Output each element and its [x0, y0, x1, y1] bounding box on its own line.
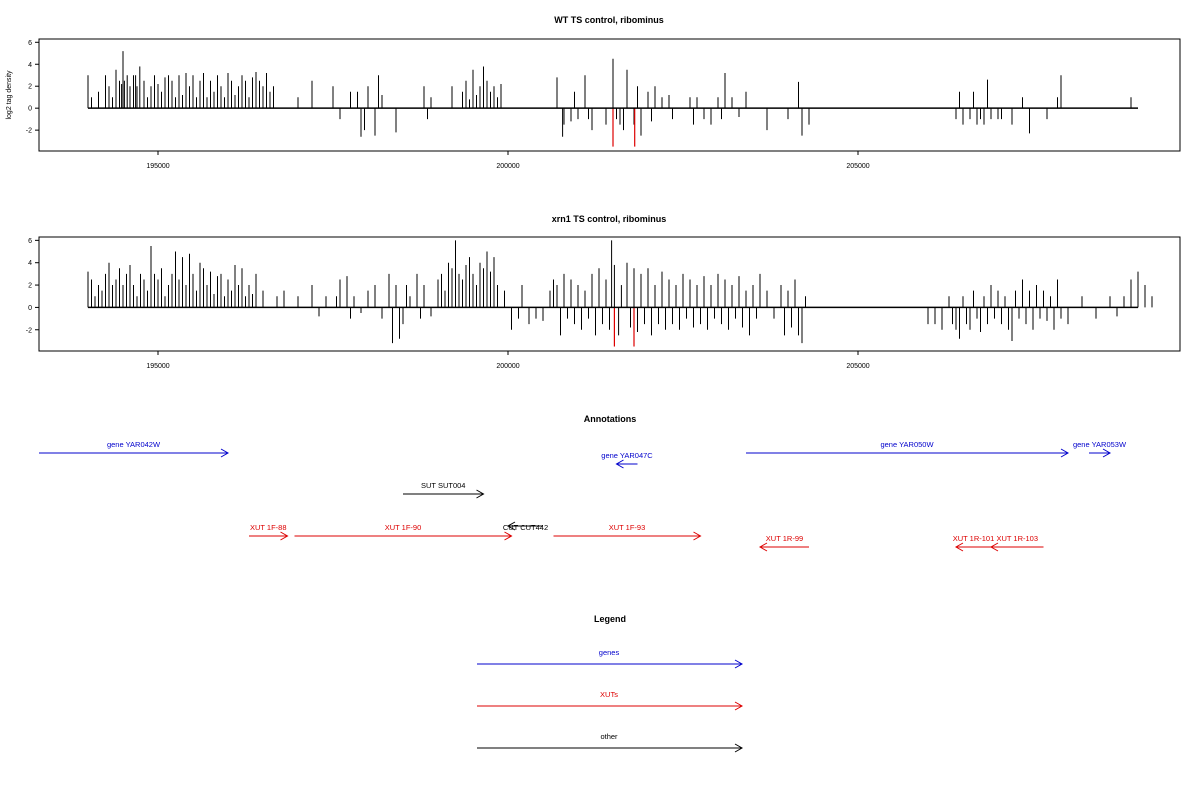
- x-tick-label: 200000: [496, 163, 519, 170]
- feature-arrow: [615, 459, 638, 469]
- feature-arrow: [249, 531, 289, 541]
- xrn1-x-axis: 195000 200000 205000: [146, 351, 870, 370]
- feature-label: XUT 1R-101: [953, 534, 995, 543]
- feature-arrow: [39, 448, 230, 458]
- legend-label: genes: [599, 648, 620, 657]
- legend-panel: Legend genes XUTs other: [477, 614, 744, 753]
- y-tick-label: 0: [28, 106, 32, 113]
- y-tick-label: 4: [28, 260, 32, 267]
- y-tick-label: 4: [28, 62, 32, 69]
- legend-items: genes XUTs other: [477, 648, 744, 753]
- feature-label: XUT 1R-103: [996, 534, 1038, 543]
- x-tick-label: 205000: [846, 363, 869, 370]
- annotation-features: gene YAR042W gene YAR047C gene YAR050W gene…: [39, 440, 1127, 552]
- xrn1-track-title: xrn1 TS control, ribominus: [552, 214, 667, 224]
- arrow-head: [1102, 448, 1112, 458]
- y-axis-label: log2 tag density: [6, 70, 13, 120]
- feature-label: CUT CUT442: [503, 523, 548, 532]
- arrow-head: [734, 659, 744, 669]
- feature-label: XUT 1F-93: [609, 523, 646, 532]
- wt-bars: [87, 51, 1138, 147]
- xrn1-y-axis: -2 0 2 4 6: [26, 238, 39, 334]
- y-tick-label: -2: [26, 327, 32, 334]
- y-tick-label: 6: [28, 40, 32, 47]
- arrow-head: [989, 542, 999, 552]
- legend-arrow: [477, 743, 744, 753]
- arrow-head: [734, 701, 744, 711]
- feature-arrow: [989, 542, 1044, 552]
- feature-label: XUT 1F-90: [385, 523, 422, 532]
- annotations-title: Annotations: [584, 414, 637, 424]
- xrn1-bars: [87, 240, 1153, 347]
- feature-arrow: [403, 489, 485, 499]
- xrn1-track-panel: xrn1 TS control, ribominus -2 0 2 4 6 195000…: [26, 214, 1181, 370]
- x-tick-label: 195000: [146, 363, 169, 370]
- arrow-head: [280, 531, 289, 541]
- feature-arrow: [553, 531, 702, 541]
- feature-label: gene YAR053W: [1073, 440, 1127, 449]
- arrow-head: [476, 489, 485, 499]
- feature-label: XUT 1F-88: [250, 523, 287, 532]
- feature-arrow: [1089, 448, 1112, 458]
- arrow-head: [1060, 448, 1070, 458]
- wt-track-panel: WT TS control, ribominus log2 tag densit…: [6, 15, 1181, 170]
- feature-arrow: [954, 542, 991, 552]
- arrow-head: [615, 459, 624, 469]
- y-tick-label: 0: [28, 305, 32, 312]
- y-tick-label: 2: [28, 84, 32, 91]
- x-tick-label: 195000: [146, 163, 169, 170]
- xrn1-plot-frame: [38, 236, 1181, 352]
- legend-arrow: [477, 659, 744, 669]
- feature-arrow: [506, 521, 543, 531]
- x-tick-label: 205000: [846, 163, 869, 170]
- feature-arrow: [746, 448, 1070, 458]
- y-tick-label: 6: [28, 238, 32, 245]
- legend-label: XUTs: [600, 690, 618, 699]
- feature-label: gene YAR047C: [601, 451, 653, 460]
- feature-label: XUT 1R-99: [766, 534, 803, 543]
- feature-label: gene YAR042W: [107, 440, 161, 449]
- feature-label: gene YAR050W: [880, 440, 934, 449]
- wt-x-axis: 195000 200000 205000: [146, 151, 870, 170]
- arrow-head: [734, 743, 744, 753]
- y-tick-label: -2: [26, 128, 32, 135]
- feature-label: SUT SUT004: [421, 481, 465, 490]
- arrow-head: [693, 531, 702, 541]
- wt-track-title: WT TS control, ribominus: [554, 15, 664, 25]
- arrow-head: [504, 531, 513, 541]
- wt-plot-frame: [38, 38, 1181, 152]
- legend-label: other: [600, 732, 618, 741]
- arrow-head: [954, 542, 964, 552]
- arrow-head: [220, 448, 230, 458]
- wt-y-axis: -2 0 2 4 6: [26, 40, 39, 135]
- feature-arrow: [758, 542, 809, 552]
- arrow-head: [506, 521, 516, 531]
- arrow-head: [758, 542, 768, 552]
- feature-arrow: [294, 531, 513, 541]
- legend-title: Legend: [594, 614, 626, 624]
- y-tick-label: 2: [28, 283, 32, 290]
- legend-arrow: [477, 701, 744, 711]
- x-tick-label: 200000: [496, 363, 519, 370]
